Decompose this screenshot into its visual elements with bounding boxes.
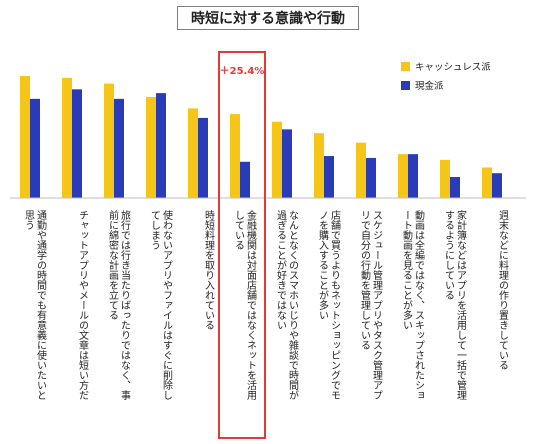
highlight-frame [218,51,266,439]
legend-swatch-cashless [401,62,410,71]
bar-cash-10 [450,177,460,198]
bar-cashless-3 [146,96,156,198]
bar-cashless-5 [230,114,240,198]
category-label-text-2-0: 旅行では行き当たりばったりではなく、事 [119,209,131,400]
category-label-text-3-1: てしまう [149,210,161,250]
bar-cash-3 [156,93,166,198]
category-label-text-7-0: 店舗で買うよりもネットショッピングでモ [329,209,341,400]
category-label-4: 時短料理を取り入れている [203,210,215,330]
bar-cash-2 [114,98,124,198]
bar-cash-5 [240,161,250,198]
category-label-text-11-0: 週末などに料理の作り置きしている [497,210,509,370]
bar-cash-0 [30,98,40,198]
bar-cashless-6 [272,121,282,198]
bar-cash-4 [198,117,208,198]
bar-cashless-4 [188,108,198,198]
bar-cashless-10 [440,159,450,198]
category-label-text-0-1: 思う [23,210,35,230]
category-label-text-7-1: ノを購入することが多い [317,210,329,320]
category-label-text-5-1: している [233,210,245,250]
category-label-text-10-1: するようにしている [443,210,455,300]
legend: キャッシュレス派 現金派 [401,62,491,92]
category-label-text-1-0: チャットアプリやメールの文章は短い方だ [77,210,89,400]
category-label-text-2-1: 前に綿密な計画を立てる [107,209,119,320]
category-label-text-9-1: ート動画を見ることが多い [401,210,413,330]
category-label-text-0-0: 通勤や通学の時間でも有意義に使いたいと [35,210,47,400]
bar-cashless-0 [20,75,30,198]
bar-cash-8 [366,157,376,198]
category-label-text-10-0: 家計簿などはアプリを活用して一括で管理 [455,209,467,400]
chart-title: 時短に対する意識や行動 [177,6,359,30]
annotation-label: ＋25.4% [220,65,265,77]
bar-cashless-9 [398,154,408,198]
bar-cash-1 [72,89,82,198]
legend-label-cashless: キャッシュレス派 [415,62,491,73]
category-label-text-9-0: 動画は全編ではなく、スキップされたショ [413,209,425,400]
category-label-text-8-1: リで自分の行動を管理している [359,210,371,350]
category-label-text-4-0: 時短料理を取り入れている [203,210,215,330]
bar-cash-6 [282,129,292,198]
bar-cashless-8 [356,142,366,198]
category-label-text-6-1: 過ぎることが好きではない [275,210,287,330]
bar-cash-7 [324,156,334,198]
chart-title-text: 時短に対する意識や行動 [191,11,345,27]
legend-label-cash: 現金派 [415,80,444,92]
legend-swatch-cash [401,81,410,90]
category-label-text-5-0: 金融機関は対面店舗ではなくネットを活用 [245,209,257,401]
bar-cash-11 [492,173,502,198]
category-label-text-8-0: スケジュール管理アプリやタスク管理アプ [371,210,383,400]
category-label-text-6-0: なんとなくのスマホいじりや雑談で時間が [287,210,299,400]
category-label-11: 週末などに料理の作り置きしている [497,210,509,370]
bar-cashless-2 [104,83,114,198]
bar-cashless-11 [482,167,492,198]
bar-cash-9 [408,154,418,198]
bars-group [20,75,502,198]
bar-cashless-1 [62,77,72,198]
category-label-text-3-0: 使わないアプリやファイルはすぐに削除し [161,209,173,400]
bar-cashless-7 [314,133,324,198]
category-label-1: チャットアプリやメールの文章は短い方だ [77,210,89,400]
